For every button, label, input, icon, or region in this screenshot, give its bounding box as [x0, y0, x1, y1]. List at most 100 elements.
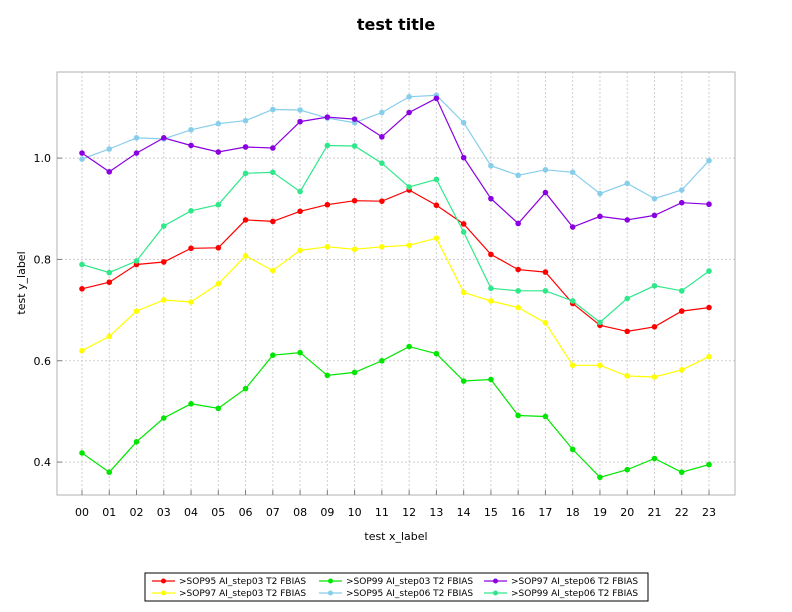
data-point — [488, 298, 494, 304]
data-point — [242, 170, 249, 177]
legend-label: >SOP95 AI_step03 T2 FBIAS — [179, 577, 306, 587]
y-tick-label: 1.0 — [34, 152, 52, 165]
data-point — [433, 235, 440, 241]
x-tick-label: 20 — [620, 506, 634, 519]
data-point — [678, 199, 685, 206]
x-tick-label: 05 — [211, 506, 225, 519]
x-tick-label: 10 — [348, 506, 362, 519]
data-point — [106, 279, 113, 286]
legend-item: >SOP95 AI_step03 T2 FBIAS — [152, 577, 306, 587]
data-point — [160, 135, 167, 141]
data-point — [351, 197, 358, 204]
data-point — [515, 172, 521, 179]
data-point — [160, 415, 167, 421]
legend-item: >SOP97 AI_step03 T2 FBIAS — [152, 589, 306, 599]
data-point — [133, 258, 140, 264]
data-point — [379, 243, 385, 250]
series-line — [81, 144, 710, 324]
data-point — [678, 367, 685, 373]
data-point — [406, 184, 412, 190]
data-point — [433, 95, 440, 102]
data-point — [515, 220, 521, 227]
data-point — [133, 150, 140, 156]
data-point — [297, 208, 303, 215]
x-tick-label: 07 — [266, 506, 280, 519]
data-point — [188, 126, 194, 133]
chart-title: test title — [357, 15, 436, 34]
data-point — [460, 229, 467, 235]
data-point — [242, 253, 249, 259]
x-axis-label: test x_label — [364, 530, 427, 543]
data-point — [678, 308, 685, 314]
series-4 — [79, 92, 712, 202]
data-point — [706, 268, 712, 274]
data-point — [488, 162, 494, 169]
data-point — [569, 169, 576, 176]
data-point — [215, 280, 222, 287]
data-point — [597, 474, 603, 481]
data-point — [706, 201, 712, 208]
y-tick-label: 0.8 — [34, 253, 52, 266]
data-point — [460, 378, 467, 384]
data-point — [324, 114, 331, 120]
x-tick-label: 22 — [675, 506, 689, 519]
data-point — [379, 134, 385, 140]
data-point — [433, 176, 440, 183]
data-point — [433, 202, 440, 209]
x-tick-label: 12 — [402, 506, 416, 519]
data-point — [133, 308, 140, 314]
data-point — [188, 142, 194, 149]
data-point — [651, 374, 658, 380]
data-point — [351, 116, 358, 122]
data-point — [406, 242, 412, 249]
data-point — [270, 169, 276, 176]
data-point — [106, 168, 113, 175]
legend-label: >SOP97 AI_step06 T2 FBIAS — [511, 577, 638, 587]
series-line — [81, 237, 710, 378]
data-point — [569, 224, 576, 230]
data-point — [706, 461, 712, 468]
data-point — [597, 213, 603, 220]
data-point — [79, 347, 85, 354]
x-axis-ticks: 00 01 02 03 04 05 06 07 08 09 10 11 12 13 14 15 16 17 18 19… — [75, 490, 716, 519]
x-tick-label: 11 — [375, 506, 389, 519]
y-axis-label: test y_label — [15, 251, 28, 314]
data-point — [678, 187, 685, 193]
data-point — [242, 117, 249, 124]
data-point — [515, 266, 521, 273]
data-point — [542, 288, 549, 294]
y-tick-label: 0.4 — [34, 456, 52, 469]
data-point — [515, 412, 521, 419]
data-point — [460, 154, 467, 161]
legend-box — [144, 572, 649, 602]
data-point — [297, 349, 303, 356]
data-point — [242, 385, 249, 392]
data-point — [597, 190, 603, 197]
data-point — [488, 195, 494, 202]
data-point — [569, 362, 576, 369]
data-point — [79, 150, 85, 156]
data-point — [188, 401, 194, 407]
data-point — [351, 369, 358, 376]
series-6 — [79, 142, 712, 326]
data-point — [188, 208, 194, 214]
legend-label: >SOP99 AI_step06 T2 FBIAS — [511, 589, 638, 599]
data-point — [133, 135, 140, 141]
x-tick-label: 01 — [102, 506, 116, 519]
data-point — [106, 269, 113, 276]
x-tick-label: 00 — [75, 506, 89, 519]
data-point — [624, 180, 631, 187]
legend-item: >SOP97 AI_step06 T2 FBIAS — [484, 577, 638, 587]
data-point — [406, 343, 412, 350]
data-point — [324, 201, 331, 208]
data-point — [624, 328, 631, 335]
data-point — [160, 297, 167, 303]
x-tick-label: 21 — [647, 506, 661, 519]
data-point — [160, 223, 167, 229]
data-point — [651, 195, 658, 202]
data-point — [133, 439, 140, 445]
x-tick-label: 17 — [538, 506, 552, 519]
data-point — [651, 455, 658, 462]
legend-label: >SOP95 AI_step06 T2 FBIAS — [346, 589, 473, 599]
data-point — [569, 446, 576, 453]
